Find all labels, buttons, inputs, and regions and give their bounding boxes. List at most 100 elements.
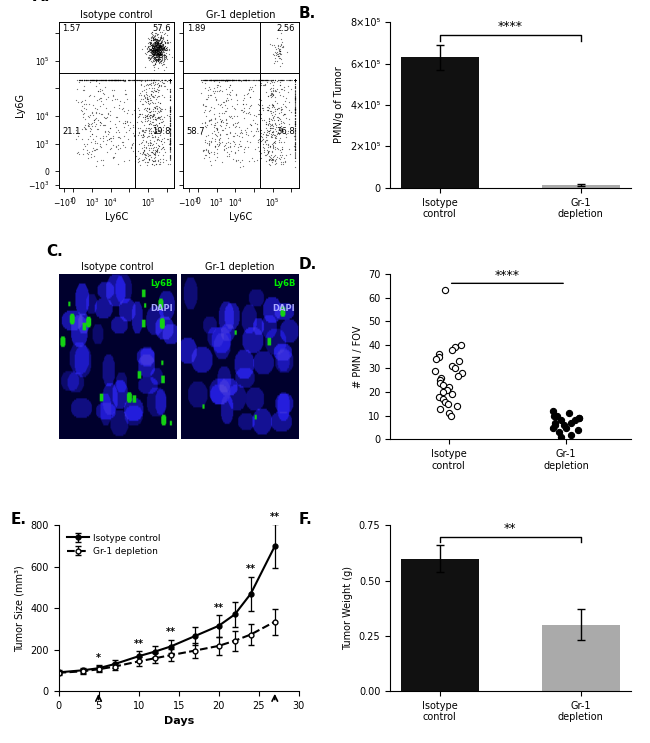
- Point: [136, 136, 147, 148]
- Point: [204, 114, 214, 126]
- Point: [149, 39, 159, 51]
- Point: [153, 125, 163, 137]
- Point: [86, 120, 97, 132]
- Point: [162, 158, 173, 169]
- Point: [149, 33, 159, 45]
- Point: [165, 85, 176, 97]
- Point: [99, 74, 109, 86]
- Point: [206, 113, 216, 125]
- Point: [157, 116, 168, 128]
- Point: [229, 140, 240, 152]
- Point: [165, 86, 176, 98]
- Point: [153, 53, 163, 65]
- Point: [138, 144, 149, 156]
- Point: [259, 74, 270, 86]
- Point: [165, 140, 176, 152]
- Point: [271, 142, 281, 154]
- Point: [223, 74, 233, 86]
- Point: [142, 131, 153, 143]
- Point: [112, 132, 123, 143]
- Point: [290, 74, 300, 86]
- Point: [86, 74, 96, 86]
- Point: [118, 117, 128, 129]
- Point: [430, 365, 441, 377]
- Point: [120, 117, 131, 129]
- Point: [165, 130, 176, 142]
- Point: [283, 113, 294, 125]
- Point: [148, 40, 159, 52]
- Point: [165, 74, 176, 86]
- Point: [151, 40, 161, 52]
- Point: [165, 74, 176, 86]
- Point: [148, 40, 159, 52]
- Point: [290, 106, 300, 118]
- Point: [154, 134, 164, 146]
- Point: [290, 74, 300, 86]
- Point: [290, 117, 300, 129]
- Point: [151, 43, 162, 55]
- Point: [147, 50, 157, 62]
- Point: [120, 116, 130, 128]
- Point: [224, 88, 235, 100]
- Point: [129, 74, 139, 86]
- Point: [235, 126, 246, 137]
- Point: [146, 158, 157, 169]
- Point: [79, 98, 89, 110]
- Point: [254, 133, 265, 145]
- Point: [156, 37, 166, 49]
- Point: [164, 110, 174, 122]
- Point: [290, 97, 300, 108]
- Point: [90, 137, 100, 149]
- Point: [134, 152, 144, 164]
- Point: [249, 129, 259, 140]
- Point: [284, 143, 294, 155]
- Point: [206, 101, 216, 113]
- Point: [99, 88, 109, 100]
- Text: Ly6B: Ly6B: [273, 279, 295, 288]
- Point: [274, 128, 284, 140]
- Point: [147, 56, 157, 68]
- Point: [157, 38, 167, 50]
- Point: [94, 137, 105, 149]
- Point: [268, 89, 278, 101]
- Point: [165, 90, 176, 102]
- Point: [211, 94, 222, 106]
- Point: [290, 126, 300, 138]
- Point: [103, 74, 114, 86]
- Point: [239, 102, 250, 114]
- Point: [265, 151, 275, 163]
- Point: [165, 74, 176, 86]
- Point: [208, 74, 218, 86]
- Point: [106, 74, 116, 86]
- Point: [273, 51, 283, 62]
- Point: [72, 74, 83, 86]
- Point: [96, 140, 106, 152]
- Point: [150, 61, 160, 73]
- Point: [142, 74, 152, 86]
- Point: [150, 45, 160, 57]
- Point: [155, 47, 165, 59]
- Point: [118, 130, 129, 142]
- Point: [101, 74, 112, 86]
- Point: [146, 53, 156, 65]
- Point: [236, 74, 246, 86]
- Point: [140, 155, 151, 167]
- Point: [227, 74, 237, 86]
- Point: [205, 74, 215, 86]
- Point: [203, 151, 214, 163]
- Point: [96, 74, 106, 86]
- Point: [123, 103, 133, 115]
- Point: [105, 132, 116, 144]
- Point: [157, 36, 167, 48]
- Point: [256, 108, 266, 120]
- Point: [290, 127, 300, 139]
- Point: [147, 44, 157, 56]
- Point: [225, 127, 235, 139]
- Point: [153, 41, 163, 53]
- Point: [239, 74, 250, 86]
- Point: [150, 119, 160, 131]
- Point: [156, 135, 166, 147]
- Point: [155, 97, 165, 109]
- Point: [165, 74, 176, 86]
- Point: [266, 74, 276, 86]
